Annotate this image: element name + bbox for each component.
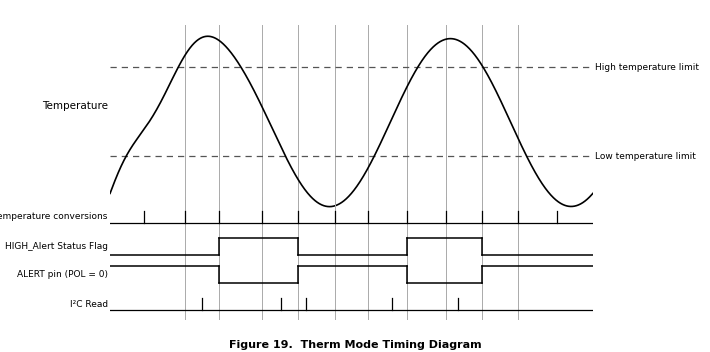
Text: I²C Read: I²C Read [70, 300, 108, 309]
Text: Figure 19.  Therm Mode Timing Diagram: Figure 19. Therm Mode Timing Diagram [229, 340, 481, 350]
Text: Temperature: Temperature [42, 101, 108, 111]
Text: HIGH_Alert Status Flag: HIGH_Alert Status Flag [5, 242, 108, 251]
Text: High temperature limit: High temperature limit [595, 63, 699, 72]
Text: ALERT pin (POL = 0): ALERT pin (POL = 0) [16, 270, 108, 279]
Text: Low temperature limit: Low temperature limit [595, 152, 696, 161]
Text: Temperature conversions: Temperature conversions [0, 212, 108, 221]
